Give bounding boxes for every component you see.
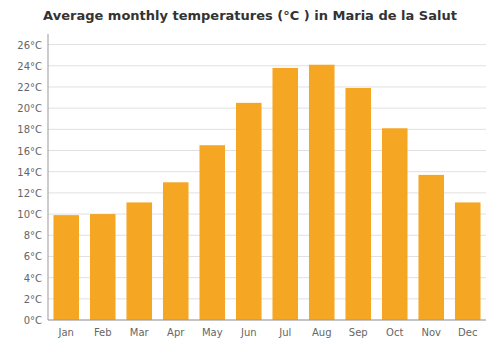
grid-line	[48, 65, 486, 66]
y-tick-label: 26°C	[17, 40, 42, 51]
x-tick-label: Mar	[130, 327, 150, 338]
bars	[53, 65, 480, 320]
x-tick-label: Jul	[278, 327, 291, 338]
y-grid	[48, 45, 486, 320]
y-tick-label: 24°C	[17, 61, 42, 72]
bar	[163, 182, 189, 320]
x-axis: Jan Feb Mar Apr May Jun Jul Aug Sep Oct Nov Dec	[48, 320, 486, 338]
grid-line	[48, 108, 486, 109]
bar	[382, 128, 408, 320]
y-tick-label: 14°C	[17, 167, 42, 178]
chart-title: Average monthly temperatures (°C ) in Ma…	[43, 8, 457, 23]
y-axis: 0°C 2°C 4°C 6°C 8°C 10°C 12°C 14°C 16°C 18°C 20°C 2…	[17, 34, 48, 326]
grid-line	[48, 171, 486, 172]
grid-line	[48, 320, 486, 321]
bar	[236, 103, 262, 320]
bar	[345, 88, 371, 320]
x-tick-label: Sep	[349, 327, 368, 338]
y-tick-label: 18°C	[17, 124, 42, 135]
x-tick-label: Dec	[458, 327, 477, 338]
chart-container: Average monthly temperatures (°C ) in Ma…	[0, 0, 500, 350]
y-tick-label: 12°C	[17, 188, 42, 199]
y-tick-label: 22°C	[17, 82, 42, 93]
y-tick-label: 16°C	[17, 146, 42, 157]
chart-svg: Average monthly temperatures (°C ) in Ma…	[0, 0, 500, 350]
bar	[272, 68, 298, 320]
x-tick-label: Feb	[94, 327, 112, 338]
y-tick-label: 4°C	[24, 273, 42, 284]
bar	[126, 202, 152, 320]
x-tick-label: May	[202, 327, 223, 338]
x-tick-label: Jun	[240, 327, 257, 338]
y-tick-label: 6°C	[24, 251, 42, 262]
x-tick-label: Jan	[58, 327, 74, 338]
x-tick-label: Apr	[167, 327, 185, 338]
y-tick-label: 20°C	[17, 103, 42, 114]
bar	[53, 215, 79, 320]
y-tick-label: 10°C	[17, 209, 42, 220]
x-axis-line	[48, 320, 486, 321]
y-tick-label: 2°C	[24, 294, 42, 305]
bar	[199, 145, 225, 320]
x-tick-label: Oct	[386, 327, 403, 338]
bar	[418, 175, 444, 320]
grid-line	[48, 86, 486, 87]
y-tick-label: 8°C	[24, 230, 42, 241]
bar	[90, 214, 116, 320]
y-tick-label: 0°C	[24, 315, 42, 326]
bar	[309, 65, 335, 320]
grid-line	[48, 129, 486, 130]
y-axis-line	[48, 34, 49, 320]
grid-line	[48, 44, 486, 45]
grid-line	[48, 150, 486, 151]
bar	[455, 202, 481, 320]
x-tick-label: Aug	[312, 327, 332, 338]
x-tick-label: Nov	[421, 327, 441, 338]
